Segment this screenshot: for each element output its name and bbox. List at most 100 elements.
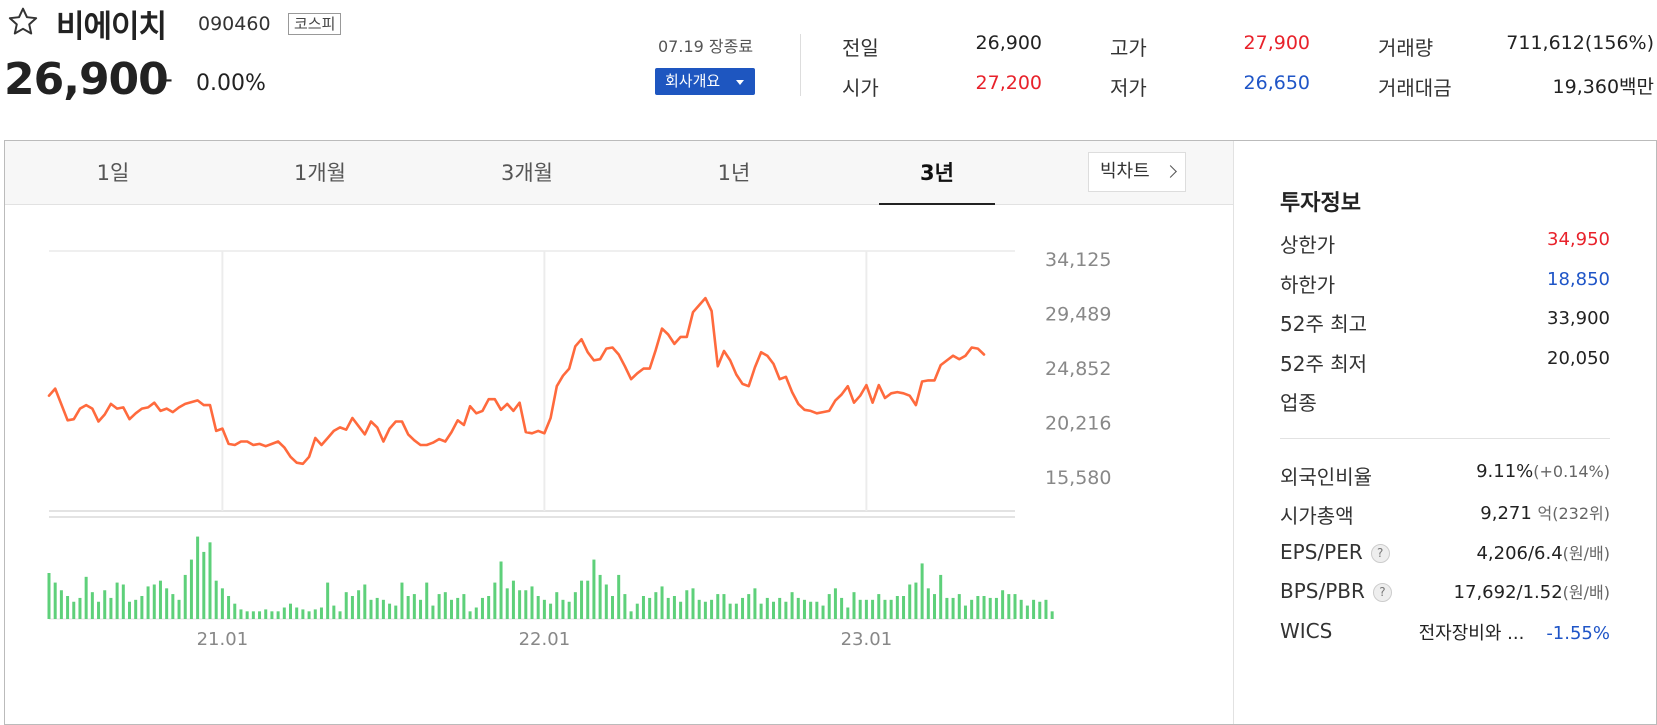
volume-bar: [778, 597, 782, 619]
side-divider: [1280, 438, 1610, 439]
volume-bar: [72, 601, 76, 619]
volume-bar: [134, 599, 138, 619]
volume-bar: [753, 588, 757, 619]
bps-pbr-row: BPS/PBR? 17,692/1.52(원/배): [1280, 579, 1610, 609]
wics-value[interactable]: 전자장비와 ... -1.55%: [1418, 623, 1610, 644]
volume-bar: [381, 599, 385, 619]
volume-bar: [177, 599, 181, 619]
volume-bar: [976, 596, 980, 619]
volume-bar: [1013, 594, 1017, 619]
tab-1d[interactable]: 1일: [96, 161, 130, 185]
volume-bar: [146, 586, 150, 619]
volume-bar: [189, 559, 193, 619]
volume-bar: [697, 599, 701, 619]
volume-bar: [660, 586, 664, 619]
volume-bar: [245, 611, 249, 619]
volume-bar: [734, 603, 738, 619]
low-label: 저가: [1110, 76, 1147, 100]
volume-bar: [388, 603, 392, 619]
eps-per-label: EPS/PER?: [1280, 540, 1390, 564]
volume-bar: [858, 599, 862, 619]
volume-bar: [332, 605, 336, 619]
help-icon[interactable]: ?: [1370, 544, 1390, 563]
volume-bar: [840, 597, 844, 619]
volume-bar: [722, 594, 726, 619]
volume-bar: [251, 611, 255, 619]
volume-bar: [970, 599, 974, 619]
volume-bar: [1001, 590, 1005, 619]
volume-bar: [214, 580, 218, 619]
volume-bar: [846, 607, 850, 619]
volume-bar: [220, 588, 224, 619]
volume-bar: [629, 611, 633, 619]
volume-bar: [939, 574, 943, 619]
volume-bar: [672, 596, 676, 619]
prev-close-label: 전일: [842, 36, 879, 60]
volume-bar: [431, 605, 435, 619]
volume-bar: [666, 597, 670, 619]
volume-bar: [196, 536, 200, 619]
main-panel: 1일 1개월 3개월 1년 3년 빅차트 21.01 22.01 23.01 34,1…: [4, 140, 1657, 725]
tab-3y[interactable]: 3년: [879, 141, 995, 205]
foreign-ratio-value: 9.11%(+0.14%): [1476, 461, 1610, 482]
volume-bar: [679, 601, 683, 619]
volume-bar: [889, 599, 893, 619]
bigchart-button[interactable]: 빅차트: [1088, 152, 1186, 192]
volume-bar: [419, 599, 423, 619]
tab-1m[interactable]: 1개월: [293, 161, 346, 185]
current-price: 26,900: [4, 54, 169, 105]
stock-name: 비에이치: [56, 9, 167, 45]
change-percent: 0.00%: [196, 71, 266, 96]
volume-bar: [505, 588, 509, 619]
volume-bar: [363, 584, 367, 619]
volume-bar: [400, 582, 404, 619]
tab-3m[interactable]: 3개월: [500, 161, 553, 185]
favorite-star-icon[interactable]: [6, 5, 40, 39]
volume-bar: [877, 594, 881, 619]
volume-bar: [988, 597, 992, 619]
volume-bar: [747, 594, 751, 619]
bps-pbr-value: 17,692/1.52(원/배): [1453, 582, 1610, 603]
volume-bar: [295, 607, 299, 619]
y-tick-label: 15,580: [1045, 467, 1111, 489]
volume-bar: [1038, 601, 1042, 619]
volume-bar: [202, 551, 206, 619]
volume-bar: [97, 601, 101, 619]
caret-down-icon: [736, 80, 744, 85]
volume-bar: [1044, 599, 1048, 619]
high-52w-label: 52주 최고: [1280, 312, 1368, 336]
volume-bar: [208, 542, 212, 619]
volume-bar: [852, 592, 856, 619]
period-tabs: 1일 1개월 3개월 1년 3년 빅차트: [5, 141, 1233, 205]
volume-bar: [914, 582, 918, 619]
volume-bar: [425, 582, 429, 619]
change-mark: –: [158, 62, 173, 97]
volume-bar: [165, 588, 169, 619]
volume-bar: [171, 594, 175, 619]
volume-bar: [128, 601, 131, 619]
wics-label: WICS: [1280, 619, 1333, 643]
x-tick-label: 21.01: [197, 629, 249, 650]
volume-bar: [456, 597, 460, 619]
volume-bar: [480, 597, 484, 619]
y-tick-label: 34,125: [1045, 249, 1111, 271]
sector-row: 업종: [1280, 387, 1610, 417]
company-overview-button[interactable]: 회사개요: [655, 68, 755, 95]
y-tick-label: 24,852: [1045, 358, 1111, 380]
tab-1y[interactable]: 1년: [717, 161, 751, 185]
volume-bar: [487, 596, 491, 619]
price-chart: 21.01 22.01 23.01 34,125 29,489 24,852 20,216 1…: [47, 249, 1111, 650]
help-icon[interactable]: ?: [1372, 583, 1392, 602]
volume-bar: [802, 599, 806, 619]
volume-bar: [258, 611, 262, 619]
open-label: 시가: [842, 76, 879, 100]
volume-bar: [549, 603, 553, 619]
volume-bar: [90, 592, 94, 619]
low-52w-row: 52주 최저 20,050: [1280, 348, 1610, 378]
volume-bar: [580, 580, 584, 619]
volume-bar: [78, 597, 82, 619]
volume-bar: [945, 597, 949, 619]
volume-bar: [611, 596, 614, 619]
bigchart-label: 빅차트: [1100, 161, 1150, 182]
low-52w-value: 20,050: [1547, 348, 1610, 369]
